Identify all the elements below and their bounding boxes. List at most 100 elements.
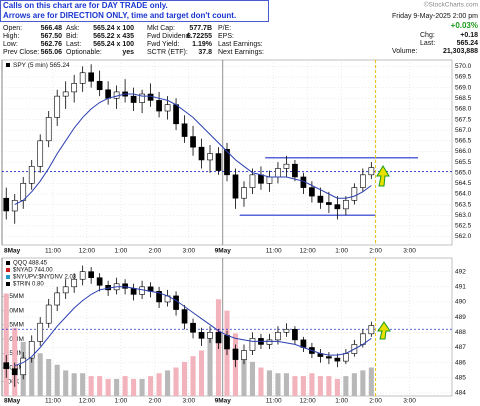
volume-bar [334,378,340,396]
x-tick-label: 11:00 [266,248,282,255]
candle-body [20,357,27,376]
volume-bar [46,359,52,396]
candle-body [28,166,35,184]
x-tick-label: 1:00 [115,398,128,405]
x-tick-label: 12:00 [300,248,317,255]
volume-bar [29,350,35,396]
candle-body [275,332,281,341]
y-tick-label: 491 [455,284,466,291]
copyright: ©StockCharts.com [424,1,478,9]
field-label: Fwd Yield: [147,41,179,48]
candle-body [139,93,145,103]
candle-body [232,174,239,199]
candle-body [130,95,137,103]
candle-body [156,100,162,112]
volume-bar [80,373,86,396]
candle-body [164,104,171,112]
volume-bar [309,373,315,396]
volume-bar [88,376,94,396]
candle-body [343,200,349,210]
field-value: 562.76 [41,41,63,48]
volume-bar [368,367,374,396]
candle-body [207,332,213,339]
y2-tick-label: 2.5MM [4,322,24,329]
candle-body [62,286,69,294]
candle-body [334,357,341,362]
y-tick-label: 568.5 [455,95,472,102]
candle-body [88,72,94,82]
y2-tick-label: 500K [4,378,20,385]
volume-bar [258,367,264,396]
field-label: Fwd Dividend: [147,33,191,40]
volume-bar [360,370,366,396]
x-tick-label: 2:00 [149,398,162,405]
candle-body [45,117,52,142]
candle-body [122,283,128,289]
candle-body [326,356,332,359]
volume-bar [351,373,357,396]
x-tick-label: 8May [4,398,21,405]
x-tick-label: 2:00 [369,398,382,405]
volume-bar [156,373,162,396]
candle-body [147,93,154,101]
field-label: Last Earnings: [218,41,263,48]
field-label: Low: [3,41,18,48]
candle-body [360,174,366,188]
candle-body [215,153,222,171]
x-tick-label: 8May [4,248,21,255]
volume-bar [37,353,43,396]
candle-body [343,353,349,362]
y-tick-label: 564.5 [455,180,472,187]
y-tick-label: 492 [455,268,466,275]
y-tick-label: 488 [455,329,466,336]
candle-body [181,123,188,137]
volume-bar [190,356,196,396]
candle-body [130,288,137,295]
quote-date: Friday 9-May-2025 2:00 pm [392,13,478,20]
field-value: 6.72255 [187,33,212,40]
candle-body [266,339,273,345]
volume-bar [139,378,145,396]
candle-body [37,140,44,167]
candle-body [96,277,103,286]
candle-body [317,195,324,203]
field-label: EPS: [218,33,234,40]
panel: 562.0 562.5 563.0 563.5 564.0 564.5 565.0 565.5… [1,59,472,255]
volume-bar [122,376,128,396]
volume-bar [317,376,323,396]
candle-body [88,271,94,279]
moving-average [14,93,372,206]
notice-line: Arrows are for DIRECTION ONLY, time and … [3,11,236,20]
moving-average [14,286,372,367]
candle-body [113,91,120,99]
quote-fields: Open: 566.48 Ask: 565.24 x 100 Mkt Cap: 577.7… [3,25,478,56]
candle-body [156,291,162,303]
legend-label: $NYAD 744.00 [13,268,53,274]
candle-body [37,322,44,342]
candle-body [266,176,273,184]
volume-bar [182,361,188,396]
y-tick-label: 564.0 [455,191,472,198]
y-tick-label: 562.5 [455,223,472,230]
x-tick-label: 2:00 [149,248,162,255]
candle-body [249,338,256,351]
volume-bar [97,376,103,396]
volume-bar [131,378,137,396]
volume-bar [165,370,171,396]
volume-bar [326,376,332,396]
field-label: Next Earnings: [218,49,264,56]
x-tick-label: 1:00 [115,248,128,255]
field-label: P/E: [218,25,231,32]
volume-bar [114,378,120,396]
x-tick-label: 11:00 [266,398,282,405]
candle-body [198,332,205,339]
field-value: 567.50 [41,33,63,40]
field-label: Open: [3,25,22,32]
legend-swatch [6,63,10,67]
volume-bar [63,370,69,396]
candle-body [105,89,111,99]
y-tick-label: 563.0 [455,212,472,219]
legend-label: $NYUPV:$NYDNV 2.03 [13,275,77,281]
legend-swatch [6,261,10,265]
